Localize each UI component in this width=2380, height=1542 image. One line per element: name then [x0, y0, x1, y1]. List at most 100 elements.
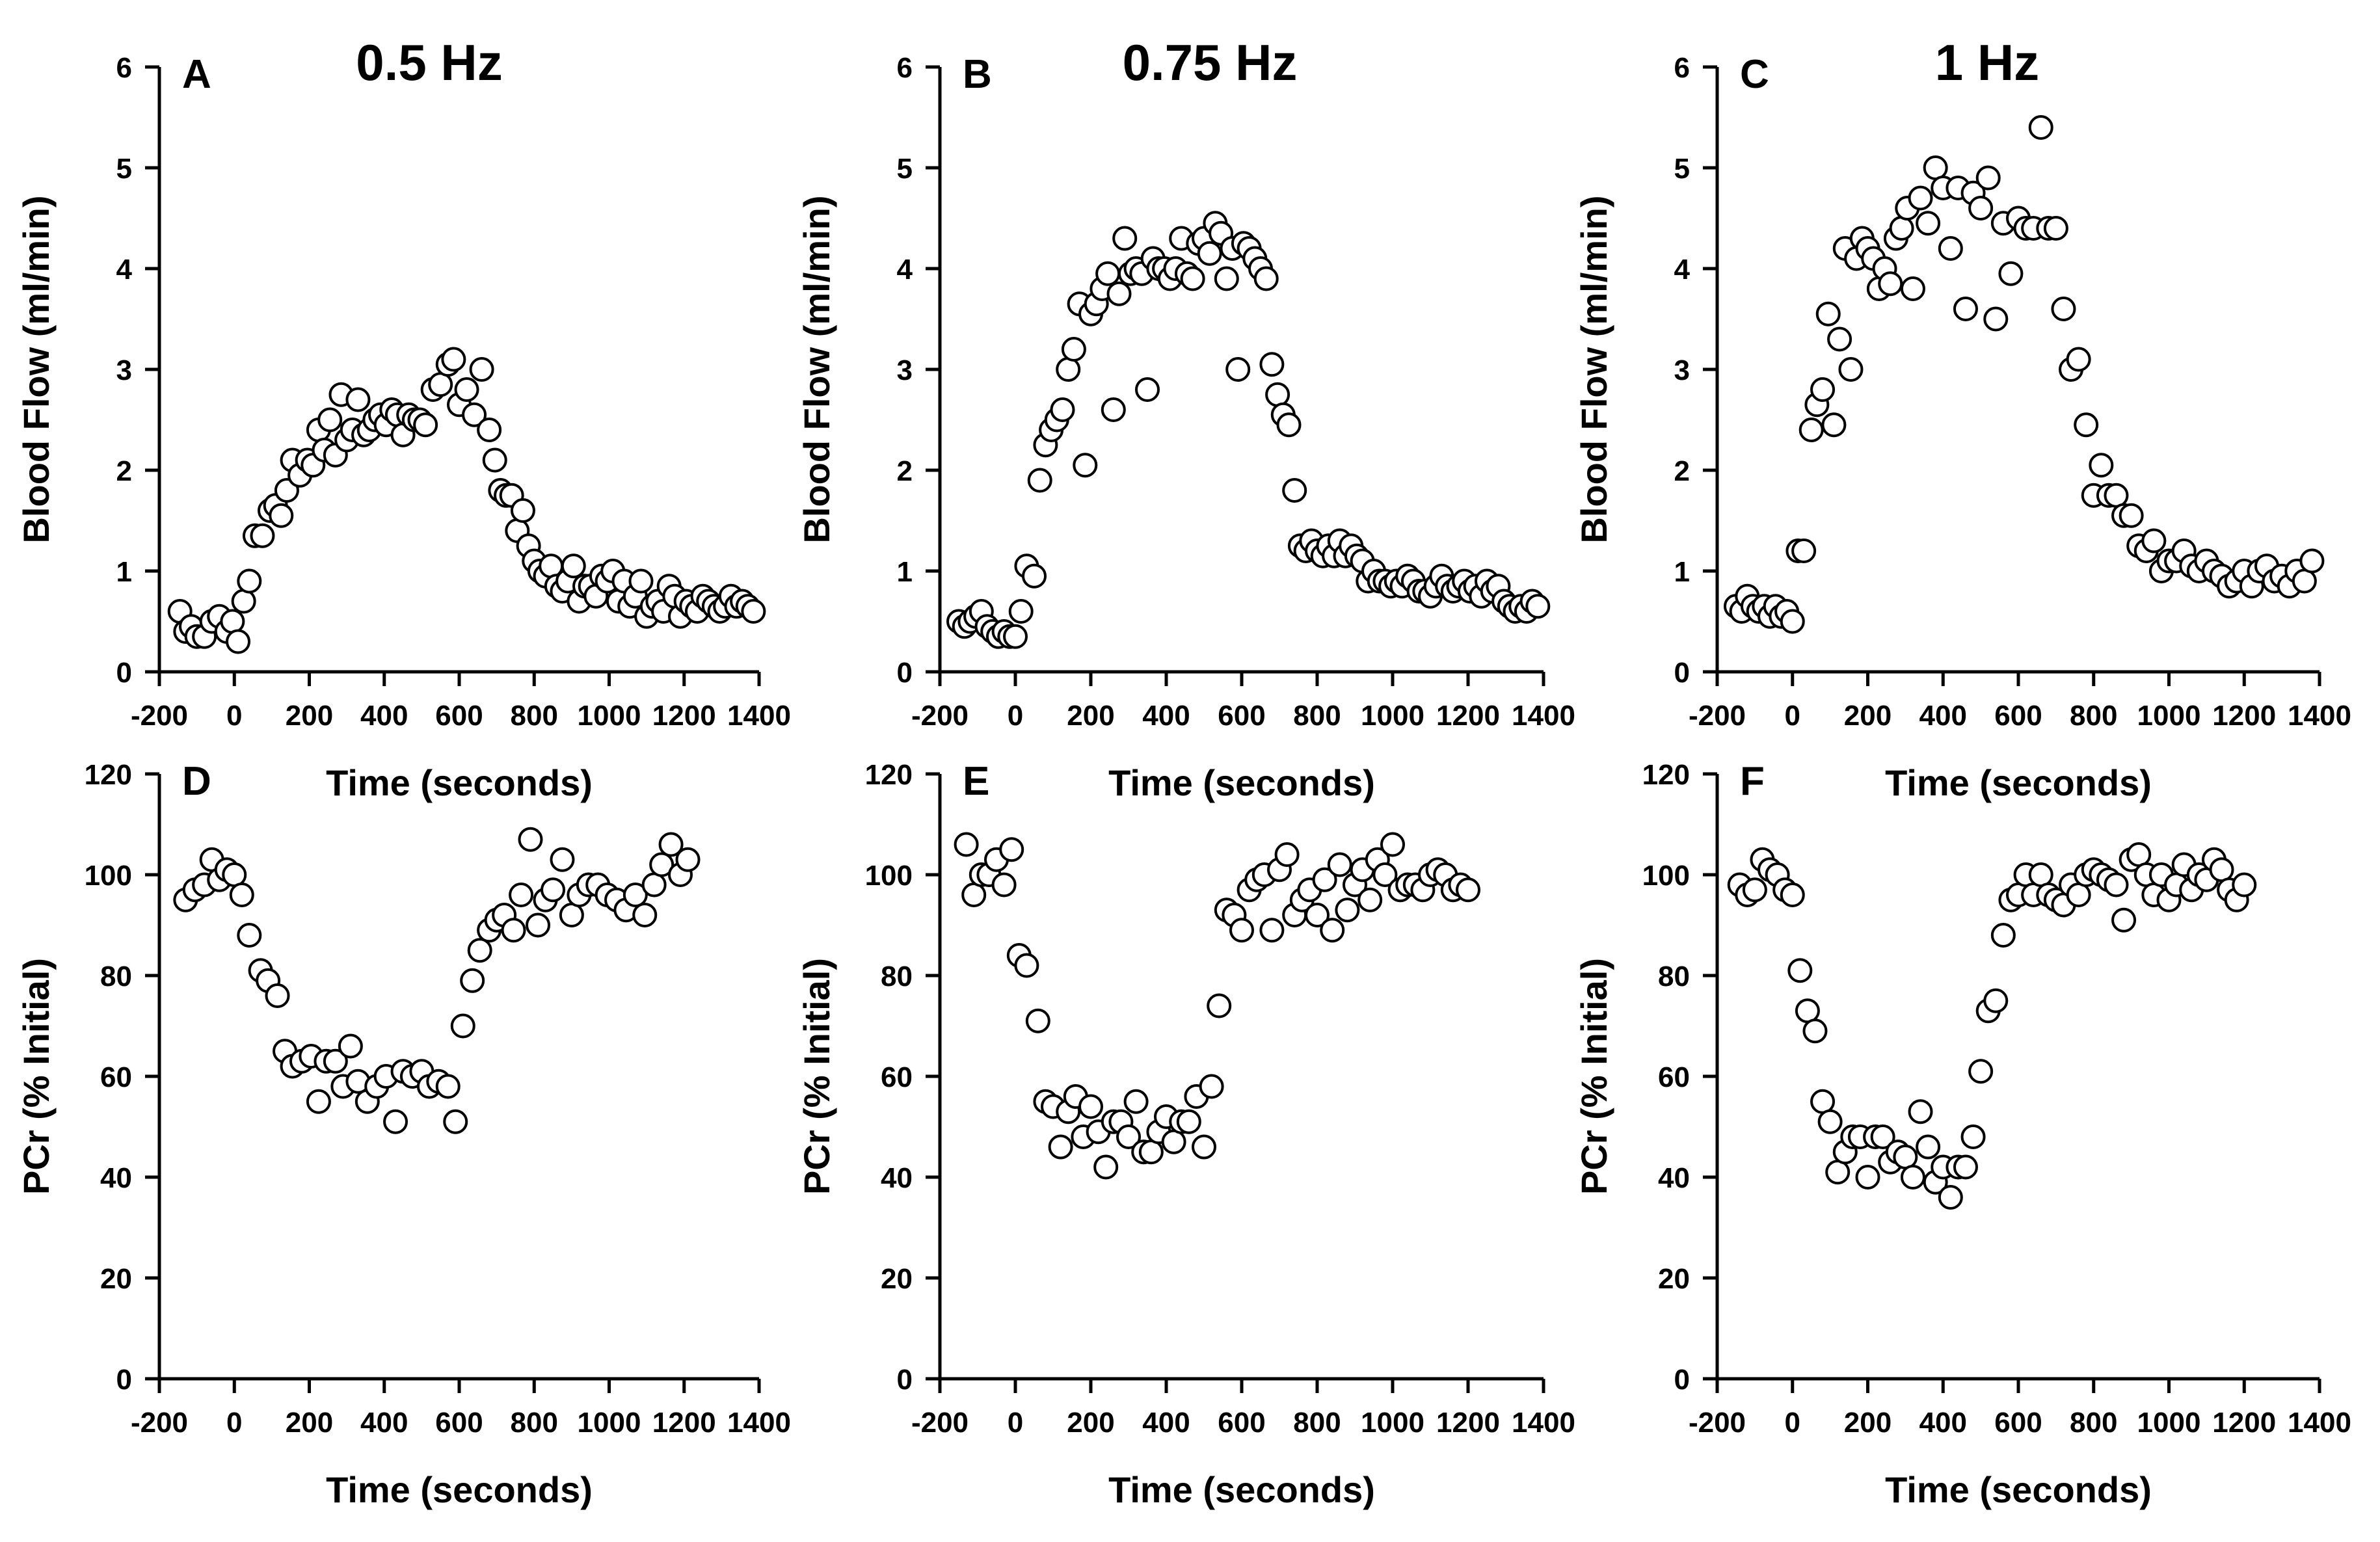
y-tick-label: 0	[1674, 657, 1690, 689]
y-tick-label: 3	[1674, 354, 1690, 386]
data-point	[413, 412, 438, 438]
data-point	[1795, 998, 1820, 1024]
data-point	[435, 1074, 461, 1099]
x-tick-label: 400	[360, 1407, 408, 1439]
data-point	[518, 827, 543, 852]
data-point	[482, 447, 507, 473]
data-point	[231, 589, 256, 614]
x-tick-label: 200	[286, 1407, 333, 1439]
x-tick-label: 800	[511, 1407, 558, 1439]
data-point	[2051, 297, 2076, 321]
x-tick-label: 600	[1994, 1407, 2042, 1439]
data-point	[1093, 1154, 1119, 1180]
x-tick-label: 800	[2070, 700, 2117, 732]
data-point	[641, 872, 667, 897]
data-point	[1207, 993, 1232, 1018]
data-point	[469, 357, 494, 382]
data-point	[1259, 352, 1285, 377]
y-tick-label: 40	[881, 1162, 913, 1194]
data-point	[1380, 832, 1405, 857]
y-tick-label: 0	[1674, 1364, 1690, 1396]
y-tick-label: 120	[1642, 759, 1690, 791]
data-point	[1893, 1145, 1918, 1169]
data-point	[237, 568, 262, 594]
data-point	[222, 862, 247, 887]
data-point	[1073, 453, 1098, 478]
data-point	[2028, 862, 2053, 887]
x-tick-label: 600	[1218, 700, 1265, 732]
y-tick-label: 6	[1674, 52, 1690, 84]
x-tick-label: 400	[1919, 1407, 1967, 1439]
data-point	[1274, 842, 1300, 867]
x-tick-label: 0	[1008, 1407, 1023, 1439]
y-tick-label: 0	[116, 657, 132, 689]
x-tick-label: 0	[226, 700, 242, 732]
data-point	[1953, 1154, 1978, 1180]
y-axis-title: Blood Flow (ml/min)	[1573, 195, 1614, 543]
data-point	[1027, 468, 1052, 493]
y-tick-label: 1	[1674, 556, 1690, 588]
data-point	[1101, 397, 1126, 422]
data-point	[628, 568, 654, 594]
data-point	[454, 377, 479, 402]
data-point	[1123, 1089, 1149, 1114]
data-point	[1253, 266, 1279, 291]
data-point	[269, 503, 294, 528]
data-point	[1056, 357, 1081, 382]
x-tick-label: -200	[1689, 1407, 1746, 1439]
panel-letter: B	[963, 52, 992, 97]
data-point	[229, 883, 254, 907]
data-point	[999, 837, 1024, 862]
data-point	[632, 903, 658, 927]
data-point	[441, 347, 466, 372]
x-tick-label: 1400	[2288, 700, 2351, 732]
panel-b: 0 1 2 3 4 5 6 -200 0 200 400 600 800 1000 1200 1400 Time…	[796, 34, 1575, 803]
x-tick-label: 800	[1293, 1407, 1341, 1439]
data-point	[675, 847, 701, 872]
x-tick-label: -200	[131, 1407, 188, 1439]
x-tick-label: 800	[2070, 1407, 2117, 1439]
data-point	[1975, 165, 2001, 191]
data-point	[1106, 281, 1132, 306]
data-point	[383, 1109, 408, 1134]
data-point	[1983, 988, 2009, 1013]
data-point	[954, 832, 979, 857]
y-tick-label: 4	[1674, 254, 1691, 286]
panel-letter: E	[963, 759, 989, 804]
data-point	[1022, 563, 1047, 589]
data-point	[1014, 953, 1039, 978]
y-tick-label: 4	[116, 254, 133, 286]
data-point	[1742, 877, 1767, 903]
data-point	[338, 1033, 363, 1059]
x-tick-label: 1400	[1512, 700, 1575, 732]
y-axis-title: Blood Flow (ml/min)	[796, 195, 837, 543]
data-point	[1953, 297, 1978, 321]
x-tick-label: 1400	[1512, 1407, 1575, 1439]
data-point	[1225, 357, 1251, 382]
x-tick-label: 1200	[2212, 1407, 2276, 1439]
x-tick-label: 200	[1067, 1407, 1114, 1439]
data-point	[559, 903, 584, 927]
data-point	[741, 599, 766, 624]
y-tick-label: 0	[897, 1364, 913, 1396]
data-point	[2299, 548, 2325, 574]
x-axis-title: Time (seconds)	[326, 762, 593, 803]
data-point	[510, 498, 535, 523]
y-tick-label: 6	[116, 52, 132, 84]
panel-title: 0.75 Hz	[1123, 34, 1298, 91]
data-point	[1112, 226, 1138, 251]
y-tick-label: 2	[116, 455, 132, 487]
panel-letter: A	[182, 52, 211, 97]
panel-e: 0 20 40 60 80 100 120 -200 0 200 400 600 800 1000 1200…	[796, 759, 1575, 1510]
data-point	[2089, 453, 2114, 478]
y-tick-label: 100	[1642, 860, 1690, 892]
x-axis-title: Time (seconds)	[1885, 762, 2152, 803]
data-point	[323, 1048, 348, 1074]
data-point	[2043, 216, 2068, 241]
data-point	[1990, 923, 2016, 948]
x-tick-label: 200	[1844, 700, 1892, 732]
y-tick-label: 3	[897, 354, 913, 386]
data-point	[1305, 903, 1330, 927]
data-point	[460, 968, 485, 993]
y-tick-label: 2	[897, 455, 913, 487]
